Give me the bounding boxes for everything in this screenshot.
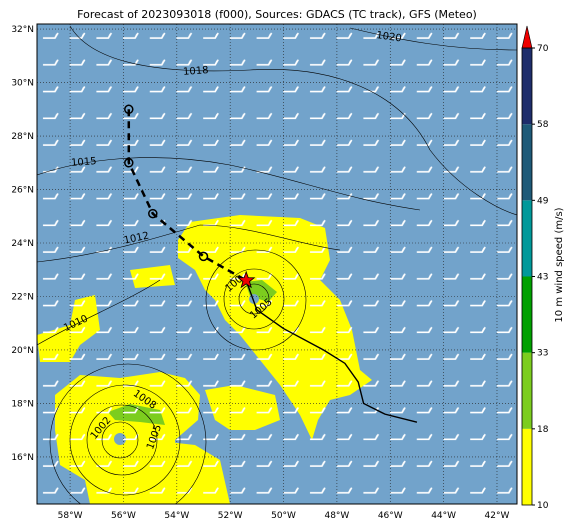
x-tick-label: 54°W: [164, 511, 189, 521]
track-point: [198, 251, 209, 262]
isobar-label: 1020: [376, 30, 403, 44]
x-tick-label: 52°W: [218, 511, 243, 521]
colorbar-band: [522, 200, 532, 277]
colorbar-band: [522, 276, 532, 353]
y-tick-label: 30°N: [11, 79, 34, 89]
y-tick-label: 28°N: [11, 132, 34, 142]
x-tick-label: 50°W: [271, 511, 296, 521]
colorbar-band: [522, 124, 532, 201]
track-point: [124, 158, 134, 168]
track-point: [124, 104, 134, 115]
x-tick-label: 46°W: [378, 511, 403, 521]
y-tick-label: 18°N: [11, 399, 34, 409]
isobars: [37, 25, 517, 504]
isobar-label: 1012: [123, 231, 150, 247]
y-tick-label: 32°N: [11, 25, 34, 35]
x-tick-label: 48°W: [324, 511, 349, 521]
y-tick-label: 16°N: [11, 453, 34, 463]
isobar-label: 1018: [183, 65, 209, 78]
isobar-label: 1015: [71, 156, 97, 169]
x-tick-label: 44°W: [431, 511, 456, 521]
colorbar-tick-label: 49: [537, 196, 549, 206]
x-tick-label: 42°W: [485, 511, 510, 521]
colorbar-tick-label: 33: [537, 349, 548, 359]
grid: [37, 24, 517, 504]
y-tick-label: 24°N: [11, 239, 34, 249]
colorbar-band: [522, 428, 532, 505]
colorbar-extend: [521, 25, 533, 49]
map-area: 1020 1018 1015 1012 1010 1008 1002 1005 …: [37, 24, 517, 504]
track-line: [245, 280, 418, 423]
y-tick-label: 26°N: [11, 186, 34, 196]
x-tick-label: 58°W: [58, 511, 83, 521]
colorbar-band: [522, 48, 532, 125]
map-frame: [36, 23, 518, 505]
track-point: [148, 208, 158, 219]
wind-barbs: [37, 24, 517, 504]
y-tick-label: 20°N: [11, 346, 34, 356]
colorbar-label: 10 m wind speed (m/s): [554, 207, 565, 322]
storm-position: [236, 270, 256, 289]
colorbar-tick-label: 58: [537, 120, 549, 130]
colorbar-tick-label: 70: [537, 44, 549, 54]
y-tick-label: 22°N: [11, 292, 34, 302]
colorbar-tick-label: 43: [537, 273, 548, 283]
x-tick-label: 56°W: [111, 511, 136, 521]
title: Forecast of 2023093018 (f000), Sources: …: [77, 8, 477, 21]
colorbar: 10 18 33 43 49 58 70: [521, 25, 549, 511]
track-dashed: [127, 109, 247, 282]
colorbar-band: [522, 352, 532, 429]
track: [124, 104, 418, 423]
colorbar-tick-label: 10: [537, 501, 549, 511]
colorbar-tick-label: 18: [537, 425, 549, 435]
axes: 58°W 56°W 54°W 52°W 50°W 48°W 46°W 44°W 42°W 16°N…: [11, 25, 509, 521]
